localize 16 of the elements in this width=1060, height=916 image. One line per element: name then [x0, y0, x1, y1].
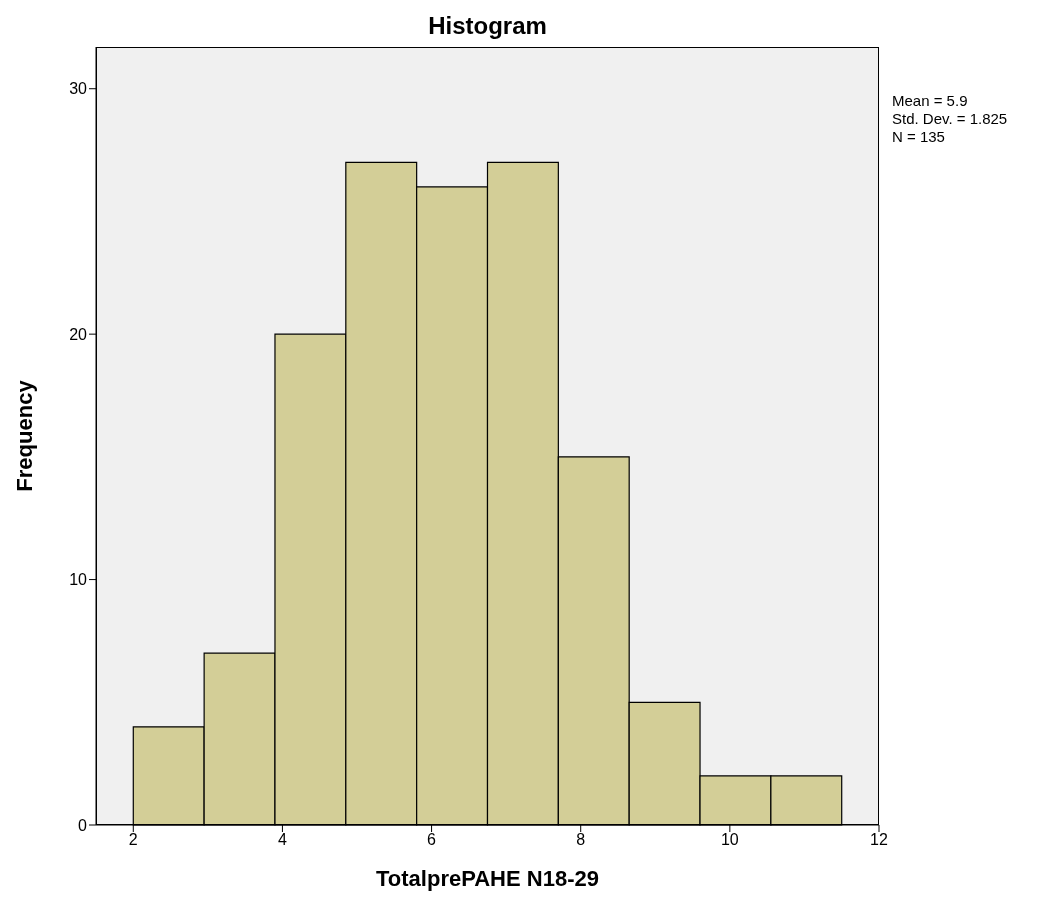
x-tick-label: 10	[720, 831, 739, 849]
x-tick-label: 4	[277, 831, 287, 849]
y-tick-label: 20	[69, 325, 88, 343]
text: N = 135	[892, 128, 946, 146]
chart-title: Histogram	[427, 12, 548, 40]
x-tick-label: 6	[427, 831, 437, 849]
x-tick-label: 12	[870, 831, 888, 849]
x-tick-label: 8	[576, 831, 586, 849]
text: Std. Dev. = 1.825	[892, 110, 1008, 128]
y-tick-label: 10	[69, 571, 88, 589]
y-tick-label: 0	[78, 816, 88, 834]
x-tick-label: 2	[128, 831, 138, 849]
y-tick-label: 30	[69, 80, 88, 98]
x-axis-title: TotalprePAHE N18-29	[376, 866, 599, 891]
y-axis-title: Frequency	[11, 379, 37, 492]
text: Mean = 5.9	[892, 92, 969, 110]
